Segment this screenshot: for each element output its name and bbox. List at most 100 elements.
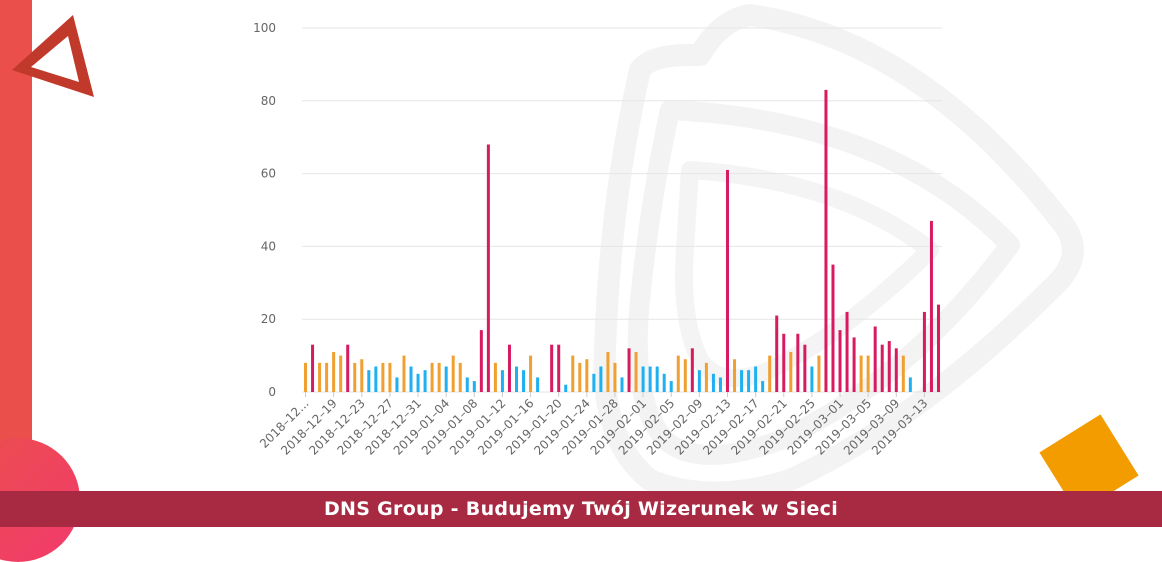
x-axis-tick-labels: 2018–12...2018–12–192018–12–232018–12–27…	[257, 392, 931, 458]
bar	[908, 377, 912, 392]
bar	[789, 351, 793, 392]
bar	[873, 326, 877, 392]
bar	[704, 362, 708, 392]
bar	[360, 359, 364, 392]
bar	[929, 220, 933, 392]
bar-chart: 0 20 40 60 80 100 2018–12...2018–12–192018–12…	[253, 21, 942, 458]
bar	[697, 370, 701, 392]
bar	[852, 337, 856, 392]
bar	[472, 381, 476, 392]
bar	[599, 366, 603, 392]
bar	[367, 370, 371, 392]
bar	[683, 359, 687, 392]
bar	[346, 344, 350, 392]
bar	[550, 344, 554, 392]
bar	[318, 362, 322, 392]
bar	[311, 344, 315, 392]
bar	[796, 333, 800, 392]
bar	[486, 144, 490, 392]
bar	[768, 355, 772, 392]
bar	[817, 355, 821, 392]
bar	[458, 362, 462, 392]
bar	[838, 330, 842, 392]
y-tick-label: 60	[261, 167, 276, 181]
bar	[922, 311, 926, 392]
bar	[557, 344, 561, 392]
bar	[444, 366, 448, 392]
bar	[304, 362, 308, 392]
bar	[831, 264, 835, 392]
bar	[620, 377, 624, 392]
bar	[627, 348, 631, 392]
bar	[465, 377, 469, 392]
bar	[901, 355, 905, 392]
bar	[810, 366, 814, 392]
bar	[564, 384, 568, 392]
bar	[859, 355, 863, 392]
bar	[782, 333, 786, 392]
brand-watermark-icon	[593, 4, 1084, 500]
bar	[613, 362, 617, 392]
bar	[332, 351, 336, 392]
bar	[493, 362, 497, 392]
bar	[515, 366, 519, 392]
bar	[437, 362, 441, 392]
bar	[353, 362, 357, 392]
bar	[423, 370, 427, 392]
y-tick-label: 0	[268, 385, 276, 399]
bar	[381, 362, 385, 392]
bar	[430, 362, 434, 392]
bar	[571, 355, 575, 392]
bar	[606, 351, 610, 392]
bar	[634, 351, 638, 392]
bar	[676, 355, 680, 392]
bar	[775, 315, 779, 392]
bar	[339, 355, 343, 392]
bar	[747, 370, 751, 392]
bar	[536, 377, 540, 392]
bar	[711, 373, 715, 392]
bar	[887, 341, 891, 392]
bar	[641, 366, 645, 392]
bar	[845, 311, 849, 392]
bar	[866, 355, 870, 392]
y-tick-label: 20	[261, 312, 276, 326]
y-tick-label: 100	[253, 21, 276, 35]
bar	[894, 348, 898, 392]
bar	[648, 366, 652, 392]
bar	[578, 362, 582, 392]
bar	[662, 373, 666, 392]
bar	[733, 359, 737, 392]
bar	[585, 359, 589, 392]
bar	[500, 370, 504, 392]
bar	[655, 366, 659, 392]
y-tick-label: 40	[261, 239, 276, 253]
bar	[529, 355, 533, 392]
bar	[507, 344, 511, 392]
bar	[740, 370, 744, 392]
y-axis-tick-labels: 0 20 40 60 80 100	[253, 21, 276, 399]
bar	[416, 373, 420, 392]
bar	[374, 366, 378, 392]
bar	[754, 366, 758, 392]
bar	[690, 348, 694, 392]
y-tick-label: 80	[261, 94, 276, 108]
bar	[395, 377, 399, 392]
bar	[451, 355, 455, 392]
bar	[388, 362, 392, 392]
grid-lines	[302, 27, 942, 393]
bar	[824, 89, 828, 392]
footer-text: DNS Group - Budujemy Twój Wizerunek w Si…	[323, 498, 839, 520]
bar	[409, 366, 413, 392]
footer-banner: DNS Group - Budujemy Twój Wizerunek w Si…	[0, 491, 1162, 527]
triangle-logo-icon	[12, 15, 94, 97]
bar	[803, 344, 807, 392]
bar	[761, 381, 765, 392]
bar	[522, 370, 526, 392]
bar	[725, 169, 729, 392]
bar	[669, 381, 673, 392]
bar	[479, 330, 483, 392]
bar	[325, 362, 329, 392]
bar	[402, 355, 406, 392]
bar	[936, 304, 940, 392]
